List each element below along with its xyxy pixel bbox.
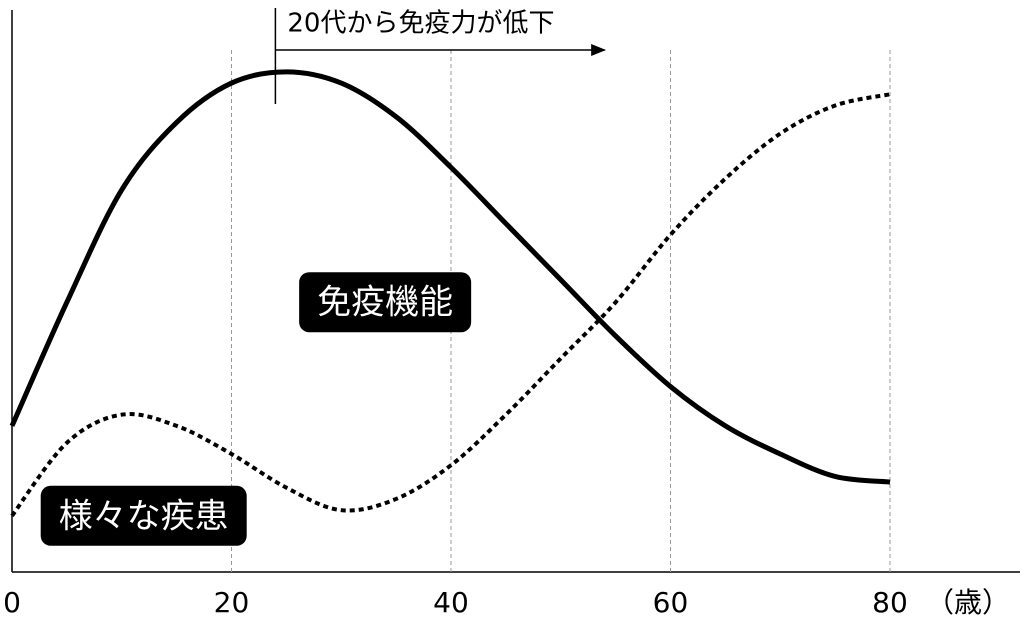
series-label-box: [40, 485, 247, 546]
x-unit: （歳）: [926, 586, 1010, 619]
x-tick-label: 40: [433, 586, 469, 619]
series-label: 免疫機能: [317, 283, 453, 323]
x-tick-label: 60: [653, 586, 689, 619]
x-tick-label: 0: [3, 586, 21, 619]
annotation: 20代から免疫力が低下: [287, 9, 554, 39]
series-label-box: [299, 272, 472, 333]
x-tick-label: 80: [872, 586, 908, 619]
line: [10, 92, 891, 518]
series-label: 様々な疾患: [59, 496, 229, 536]
line: [9, 69, 891, 485]
x-tick-label: 20: [214, 586, 250, 619]
